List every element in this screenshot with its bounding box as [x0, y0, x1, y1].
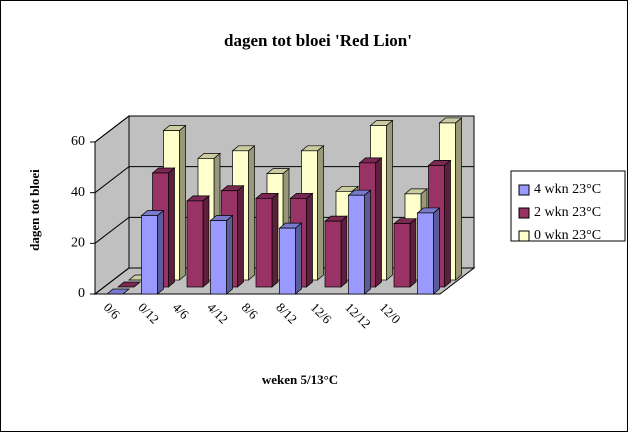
bar-front — [393, 223, 411, 288]
bar — [186, 195, 210, 288]
bar-side — [226, 214, 233, 295]
bar-side — [386, 119, 393, 281]
bar-front — [279, 227, 296, 295]
bar — [278, 222, 303, 295]
bar-side — [375, 157, 382, 288]
bar — [117, 281, 141, 288]
bar-front — [141, 215, 158, 295]
y-axis-title: dagen tot bloei — [27, 169, 42, 251]
chart-title: dagen tot bloei 'Red Lion' — [224, 31, 412, 50]
bar-side — [433, 207, 440, 295]
bar — [140, 209, 165, 295]
bar-side — [157, 209, 164, 295]
bar-side — [295, 222, 302, 295]
legend-label: 0 wkn 23°C — [534, 228, 601, 243]
bar-front — [348, 194, 365, 295]
bar-top — [117, 281, 141, 288]
legend-swatch — [518, 184, 530, 196]
bar — [106, 288, 130, 295]
bar — [324, 215, 348, 288]
bar-side — [317, 145, 324, 281]
bar-top — [106, 288, 130, 295]
bar-side — [271, 192, 279, 288]
bar — [255, 192, 279, 288]
bar-side — [306, 192, 313, 288]
legend-label: 4 wkn 23°C — [534, 182, 601, 197]
left-wall — [94, 114, 130, 296]
legend-label: 2 wkn 23°C — [534, 205, 601, 220]
bar-side — [364, 189, 371, 295]
bar-side — [179, 124, 186, 281]
bar-side — [444, 159, 451, 288]
bar-front — [210, 220, 227, 295]
y-tick-label: 40 — [71, 185, 85, 200]
grid-line — [94, 166, 474, 194]
y-tick-label: 20 — [71, 236, 85, 251]
legend-swatch — [518, 230, 530, 242]
grid-line — [94, 115, 474, 143]
y-tick-label: 0 — [78, 286, 85, 301]
bar-front — [324, 220, 342, 288]
bar-side — [248, 145, 255, 281]
y-tick-label: 60 — [71, 134, 85, 149]
x-axis-title: weken 5/13°C — [262, 372, 338, 387]
bar — [347, 189, 372, 295]
bar — [209, 214, 234, 295]
bar-side — [237, 184, 244, 288]
legend — [510, 170, 626, 242]
bar-front — [417, 212, 434, 295]
bar-side — [409, 217, 417, 288]
bar-side — [455, 117, 462, 281]
legend-swatch — [518, 207, 530, 219]
bar-side — [168, 167, 175, 288]
bar-side — [340, 215, 348, 288]
bar — [416, 207, 441, 295]
bar-front — [186, 200, 204, 288]
bar — [393, 217, 417, 288]
bar-side — [202, 195, 210, 288]
bar-front — [255, 197, 273, 288]
